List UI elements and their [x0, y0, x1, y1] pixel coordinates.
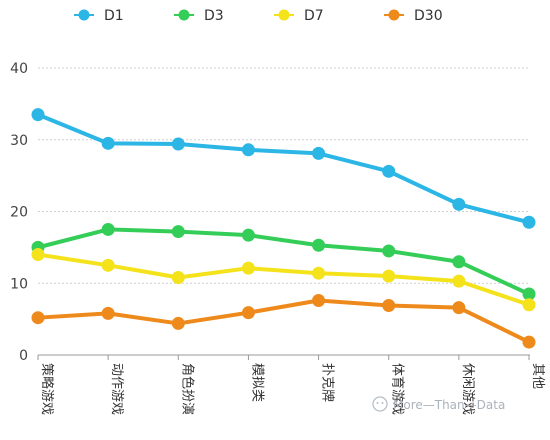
- data-point: [171, 271, 185, 285]
- legend-item-d30: D30: [384, 8, 443, 24]
- data-point: [101, 222, 115, 236]
- data-point: [101, 258, 115, 272]
- y-tick-label: 0: [19, 348, 28, 364]
- x-tick-label: 角色扮演: [179, 363, 195, 415]
- data-point: [312, 238, 326, 252]
- legend-item-d3: D3: [174, 8, 224, 24]
- data-point: [241, 143, 255, 157]
- data-point: [452, 197, 466, 211]
- data-point: [382, 164, 396, 178]
- x-tick-label: 其他: [530, 363, 545, 389]
- x-tick-label: 动作游戏: [109, 363, 124, 415]
- data-point: [312, 293, 326, 307]
- gridlines: [38, 67, 530, 356]
- watermark-text: More—Than—Data: [393, 398, 505, 412]
- data-point: [452, 301, 466, 315]
- series-line: [36, 252, 531, 307]
- data-point: [522, 298, 536, 312]
- legend-marker: [178, 9, 190, 21]
- data-point: [101, 306, 115, 320]
- y-tick-label: 10: [10, 276, 28, 292]
- data-point: [312, 266, 326, 280]
- series-line: [36, 227, 531, 297]
- data-point: [522, 215, 536, 229]
- x-tick-label: 休闲游戏: [460, 363, 475, 415]
- legend-marker: [78, 9, 90, 21]
- x-tick-label: 策略游戏: [39, 363, 55, 415]
- data-point: [101, 136, 115, 150]
- data-point: [452, 255, 466, 269]
- series-line: [36, 112, 531, 225]
- legend-label: D30: [414, 8, 443, 24]
- data-point: [522, 335, 536, 349]
- x-tick-label: 体育游戏: [390, 363, 406, 415]
- series-d3: [31, 222, 536, 301]
- data-point: [241, 306, 255, 320]
- data-point: [382, 244, 396, 258]
- legend-marker: [388, 9, 400, 21]
- series-line: [36, 298, 531, 345]
- y-tick-label: 30: [10, 133, 28, 149]
- data-point: [31, 248, 45, 262]
- y-axis-ticks: 0 10 20 30 40: [10, 61, 28, 364]
- x-axis-ticks: 策略游戏 动作游戏 角色扮演 模拟类 扑克牌 体育游戏 休闲游戏 其他: [37, 355, 545, 415]
- legend-label: D1: [104, 8, 124, 24]
- series-d30: [31, 293, 536, 349]
- data-point: [312, 146, 326, 160]
- data-point: [241, 228, 255, 242]
- x-tick-label: 扑克牌: [320, 363, 336, 402]
- legend-item-d7: D7: [274, 8, 324, 24]
- data-point: [171, 316, 185, 330]
- watermark: More—Than—Data: [372, 396, 505, 412]
- data-point: [382, 298, 396, 312]
- series-d7: [31, 248, 536, 312]
- data-point: [452, 274, 466, 288]
- series-layer: [31, 108, 536, 349]
- data-point: [171, 137, 185, 151]
- legend: D1 D3 D7 D30: [74, 8, 443, 24]
- legend-marker: [278, 9, 290, 21]
- legend-label: D7: [304, 8, 324, 24]
- wechat-icon: [372, 396, 388, 412]
- legend-label: D3: [204, 8, 224, 24]
- data-point: [171, 225, 185, 239]
- y-tick-label: 40: [10, 61, 28, 77]
- y-tick-label: 20: [10, 205, 28, 221]
- data-point: [382, 269, 396, 283]
- series-d1: [31, 108, 536, 229]
- data-point: [522, 287, 536, 301]
- x-tick-label: 模拟类: [249, 363, 264, 402]
- legend-item-d1: D1: [74, 8, 124, 24]
- data-point: [31, 108, 45, 122]
- data-point: [241, 261, 255, 275]
- data-point: [31, 311, 45, 325]
